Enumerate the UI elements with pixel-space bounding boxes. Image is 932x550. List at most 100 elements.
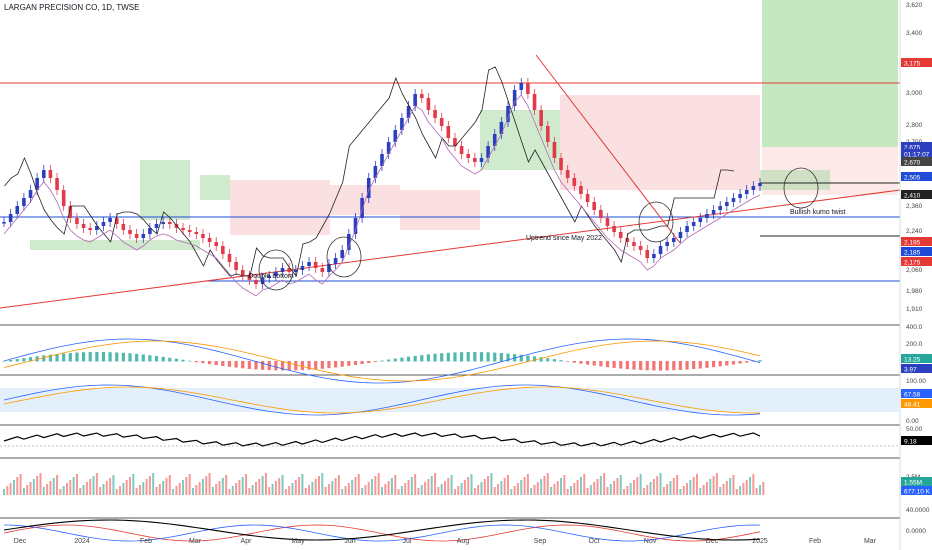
volume-bar [115,489,118,495]
volume-bar [719,487,722,495]
macd-bar [579,361,583,364]
macd-bar [552,359,557,362]
volume-bar [12,480,15,495]
volume-bar [337,475,340,495]
volume-bar [705,482,708,495]
candle [174,224,179,228]
volume-bar [487,476,490,495]
candle [545,126,550,142]
macd-bar [261,361,265,370]
candle [327,264,331,272]
indicator-value-tag [901,354,932,363]
volume-bar [228,489,231,495]
volume-bar [321,473,324,495]
macd-bar [678,361,683,370]
candle [214,242,219,246]
volume-bar [576,480,579,495]
volume-bar [649,482,652,495]
volume-bar [390,478,393,495]
volume-bar [221,478,224,495]
volume-bar [682,486,685,495]
macd-bar [234,361,238,368]
candle [599,210,603,218]
macd-bar [214,361,218,366]
volume-bar [397,489,400,495]
volume-bar [483,479,486,495]
pattern-circle [638,201,674,243]
volume-bar [39,473,42,495]
x-tick-label: 2024 [74,538,90,545]
candle [618,232,623,238]
candle [579,186,583,194]
x-tick-label: Sep [534,538,547,545]
chart-title: LARGAN PRECISION CO, 1D, TWSE [4,3,140,12]
macd-bar [15,359,19,362]
uptrend-line [0,189,901,309]
cloud-band [400,190,480,230]
macd-bar [698,361,702,369]
candle [691,222,696,226]
macd-bar [241,361,245,369]
macd-bar [42,355,46,362]
indicator-tick-label: 400.0 [906,324,923,331]
macd-bar [121,352,125,362]
macd-bar [685,361,689,370]
volume-bar [725,481,728,495]
macd-bar [406,356,411,362]
candle [572,178,577,186]
volume-bar [205,476,208,495]
macd-bar [81,352,86,362]
macd-bar [486,352,490,362]
volume-bar [540,479,543,495]
volume-bar [696,474,698,495]
volume-bar [264,473,267,495]
indicator-tick-label: 0.0000 [906,528,926,535]
macd-bar [294,361,298,371]
macd-bar [207,361,212,365]
volume-bar [457,486,460,495]
candle [751,186,756,190]
volume-bar [192,488,194,495]
macd-bar [333,361,338,368]
volume-bar [72,477,75,495]
candle [698,218,703,222]
volume-bar [6,486,9,495]
macd-bar [22,358,26,362]
volume-bar [589,485,592,495]
volume-bar [609,484,612,495]
macd-bar [645,361,649,371]
volume-bar [755,488,758,495]
candle [61,190,66,206]
macd-bar [718,361,722,367]
indicator-value-label: 13.25 [904,356,921,363]
candle [28,190,33,198]
candle [539,110,543,126]
macd-bar [519,354,523,362]
candle [48,170,53,178]
cloud-band [560,95,760,190]
candle [466,154,471,158]
candle [353,218,358,234]
volume-bar [36,476,39,495]
volume-bar [185,477,188,495]
indicator-value-label: 48.41 [904,401,921,408]
volume-bar [666,484,669,495]
volume-bar [361,488,364,495]
lagging-span [4,66,735,277]
volume-bar [9,483,12,495]
candle [552,142,557,158]
macd-bar [433,353,437,362]
volume-bar [523,477,526,495]
macd-bar [725,361,729,366]
volume-bar [364,485,367,495]
candle [15,206,20,214]
candle [221,246,225,254]
volume-bar [583,474,586,495]
volume-bar [434,473,437,495]
volume-bar [616,478,619,495]
macd-bar [612,361,616,368]
volume-bar [69,480,72,495]
macd-bar [28,357,33,362]
volume-bar [636,477,639,495]
